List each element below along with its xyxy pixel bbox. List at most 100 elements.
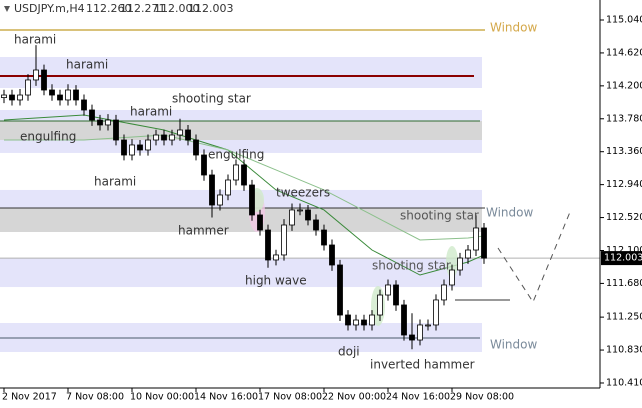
candle-body (345, 314, 351, 326)
candle-body (129, 144, 135, 156)
zone (0, 56, 482, 88)
y-tick-label: 112.100 (606, 245, 642, 256)
moving-average (3, 114, 485, 276)
candle-body (265, 229, 271, 261)
candle-body (49, 89, 55, 96)
quote: 112.271 (120, 2, 166, 15)
candle-body (441, 284, 447, 301)
candle-body (377, 294, 383, 316)
zone (0, 120, 482, 141)
pattern-label: inverted hammer (370, 358, 475, 372)
y-tick-label: 113.780 (606, 113, 642, 124)
candle-body (201, 154, 207, 176)
candle-body (249, 184, 255, 216)
y-tick-label: 110.410 (606, 377, 642, 388)
candle-body (145, 139, 151, 151)
candles (1, 45, 487, 350)
candle-body (81, 99, 87, 111)
candle-body (65, 89, 71, 101)
y-tick-label: 112.940 (606, 179, 642, 190)
candle-body (321, 229, 327, 246)
pattern-label: harami (14, 33, 56, 47)
current-price-box (601, 251, 642, 266)
candle-body (105, 119, 111, 126)
candle-body (473, 227, 479, 251)
candle-body (417, 324, 423, 341)
candle-body (169, 134, 175, 141)
candle-body (153, 134, 159, 141)
candle-body (257, 214, 263, 231)
quote: 112.003 (188, 2, 234, 15)
candle-body (121, 139, 127, 156)
candle-body (289, 209, 295, 226)
candle-body (177, 129, 183, 136)
candle-body (305, 209, 311, 221)
candle-body (113, 119, 119, 141)
candle-body (425, 324, 431, 327)
candle-body (281, 224, 287, 256)
candle-body (385, 284, 391, 296)
x-tick-label: 24 Nov 16:00 (386, 392, 450, 403)
candle-body (1, 94, 7, 99)
y-tick-label: 114.200 (606, 80, 642, 91)
candle-body (449, 269, 455, 286)
y-tick-label: 111.680 (606, 278, 642, 289)
candle-body (73, 89, 79, 101)
y-tick-label: 110.830 (606, 345, 642, 356)
candle-body (409, 334, 415, 341)
pattern-label: Window (490, 338, 538, 352)
candle-body (41, 69, 47, 91)
y-tick-label: 111.250 (606, 312, 642, 323)
current-price: 112.003 (604, 253, 642, 264)
pattern-label: hammer (178, 224, 229, 238)
candle-body (161, 134, 167, 141)
y-tick-label: 112.520 (606, 212, 642, 223)
pattern-label: Window (490, 21, 538, 35)
candle-body (225, 179, 231, 196)
pattern-label: harami (130, 105, 172, 119)
candle-body (457, 257, 463, 271)
pattern-label: harami (66, 58, 108, 72)
pattern-label: shooting star (172, 92, 251, 106)
y-tick-label: 113.360 (606, 146, 642, 157)
candle-body (193, 139, 199, 156)
pattern-label: tweezers (276, 186, 330, 200)
zone (0, 207, 482, 232)
background-layer (0, 29, 600, 353)
candle-body (313, 219, 319, 231)
candle-body (9, 94, 15, 101)
quote: 112.000 (154, 2, 200, 15)
candle-body (273, 254, 279, 261)
candle-body (97, 119, 103, 126)
candle-body (353, 319, 359, 326)
y-tick-label: 114.620 (606, 47, 642, 58)
candle-body (33, 69, 39, 81)
pattern-label: high wave (245, 274, 307, 288)
y-tick-label: 115.040 (606, 14, 642, 25)
candle-body (233, 164, 239, 181)
candle-body (337, 264, 343, 316)
pattern-label: engulfing (208, 148, 264, 162)
candle-body (393, 284, 399, 306)
x-tick-label: 10 Nov 00:00 (130, 392, 194, 403)
candle-body (17, 94, 23, 101)
candle-body (57, 94, 63, 101)
x-tick-label: 22 Nov 00:00 (322, 392, 386, 403)
candle-body (241, 164, 247, 186)
pattern-label: shooting star (372, 259, 451, 273)
quote: 112.260 (86, 2, 132, 15)
candle-body (297, 209, 303, 212)
x-tick-label: 7 Nov 08:00 (66, 392, 124, 403)
highlight (446, 246, 458, 278)
symbol: USDJPY.m,H4 (14, 2, 85, 15)
x-tick-label: 2 Nov 2017 (2, 392, 57, 403)
candle-body (329, 244, 335, 266)
candle-body (361, 319, 367, 326)
menu-triangle[interactable] (4, 6, 10, 12)
pattern-label: engulfing (20, 130, 76, 144)
candle-body (89, 109, 95, 121)
candle-body (209, 174, 215, 206)
pattern-label: harami (94, 175, 136, 189)
